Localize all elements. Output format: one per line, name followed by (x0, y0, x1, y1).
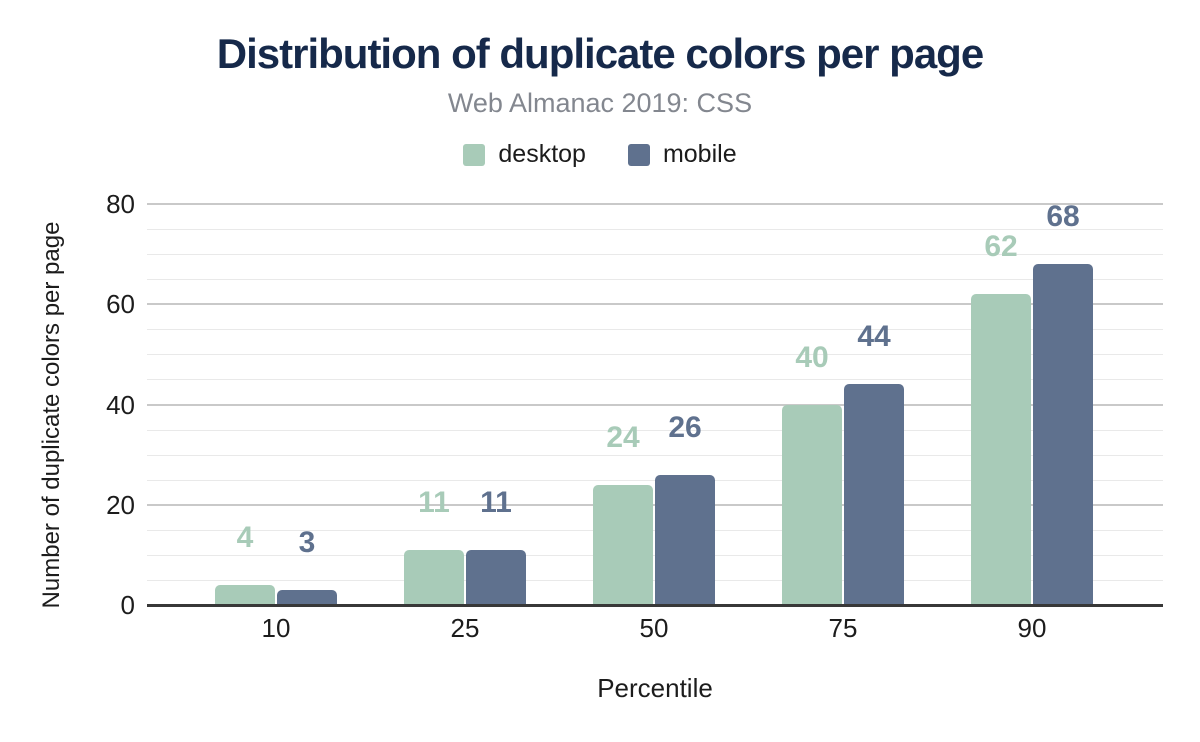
y-tick-label: 20 (106, 489, 135, 520)
x-tick-label: 10 (261, 613, 291, 643)
legend-label-mobile: mobile (662, 140, 737, 168)
bar-desktop-p90 (971, 294, 1031, 605)
x-tick-label: 75 (828, 613, 858, 643)
legend-label-desktop: desktop (498, 140, 586, 168)
gridline-minor (147, 354, 1163, 356)
bar-label-desktop-p90: 62 (984, 230, 1018, 264)
gridline-minor (147, 329, 1163, 331)
x-tick-label: 25 (450, 613, 480, 643)
bar-mobile-p75 (844, 384, 904, 605)
y-axis-title: Number of duplicate colors per page (38, 221, 65, 609)
x-axis-line (147, 604, 1163, 607)
bar-label-desktop-p50: 24 (606, 420, 640, 454)
bar-label-mobile-p50: 26 (668, 410, 702, 444)
chart-subtitle: Web Almanac 2019: CSS (447, 88, 753, 118)
gridline-minor (147, 254, 1163, 256)
gridline-minor (147, 379, 1163, 381)
bar-desktop-p10 (215, 584, 275, 605)
bar-label-desktop-p25: 11 (418, 485, 450, 519)
gridline-major (147, 403, 1163, 406)
chart-title: Distribution of duplicate colors per pag… (216, 30, 984, 77)
bar-label-mobile-p25: 11 (480, 485, 512, 519)
bar-desktop-p50 (593, 484, 653, 605)
gridline-minor (147, 454, 1163, 456)
gridline-minor (147, 429, 1163, 431)
bar-mobile-p25 (466, 549, 526, 605)
bar-label-desktop-p10: 4 (236, 520, 254, 554)
bar-label-desktop-p75: 40 (795, 340, 829, 374)
gridline-major (147, 303, 1163, 306)
bar-mobile-p90 (1033, 264, 1093, 605)
x-axis-title: Percentile (597, 673, 713, 703)
bar-desktop-p25 (404, 549, 464, 605)
bar-mobile-p50 (655, 474, 715, 605)
legend-item-desktop: desktop (463, 140, 586, 169)
gridline-minor (147, 229, 1163, 231)
bar-label-mobile-p75: 44 (857, 320, 891, 354)
x-tick-label: 90 (1017, 613, 1047, 643)
legend-swatch-desktop (463, 143, 486, 166)
y-tick-label: 0 (120, 590, 135, 620)
gridline-minor (147, 279, 1163, 281)
x-tick-label: 50 (639, 613, 669, 643)
gridline-major (147, 203, 1163, 205)
y-tick-label: 80 (106, 189, 135, 219)
bar-label-mobile-p90: 68 (1046, 200, 1080, 234)
bar-label-mobile-p10: 3 (298, 525, 316, 559)
bar-mobile-p10 (277, 589, 337, 605)
bar-desktop-p75 (782, 404, 842, 605)
y-tick-label: 40 (106, 389, 135, 420)
legend-swatch-mobile (627, 143, 650, 166)
y-tick-label: 60 (106, 289, 135, 320)
legend: desktop mobile (0, 140, 1200, 169)
legend-item-mobile: mobile (627, 140, 737, 169)
